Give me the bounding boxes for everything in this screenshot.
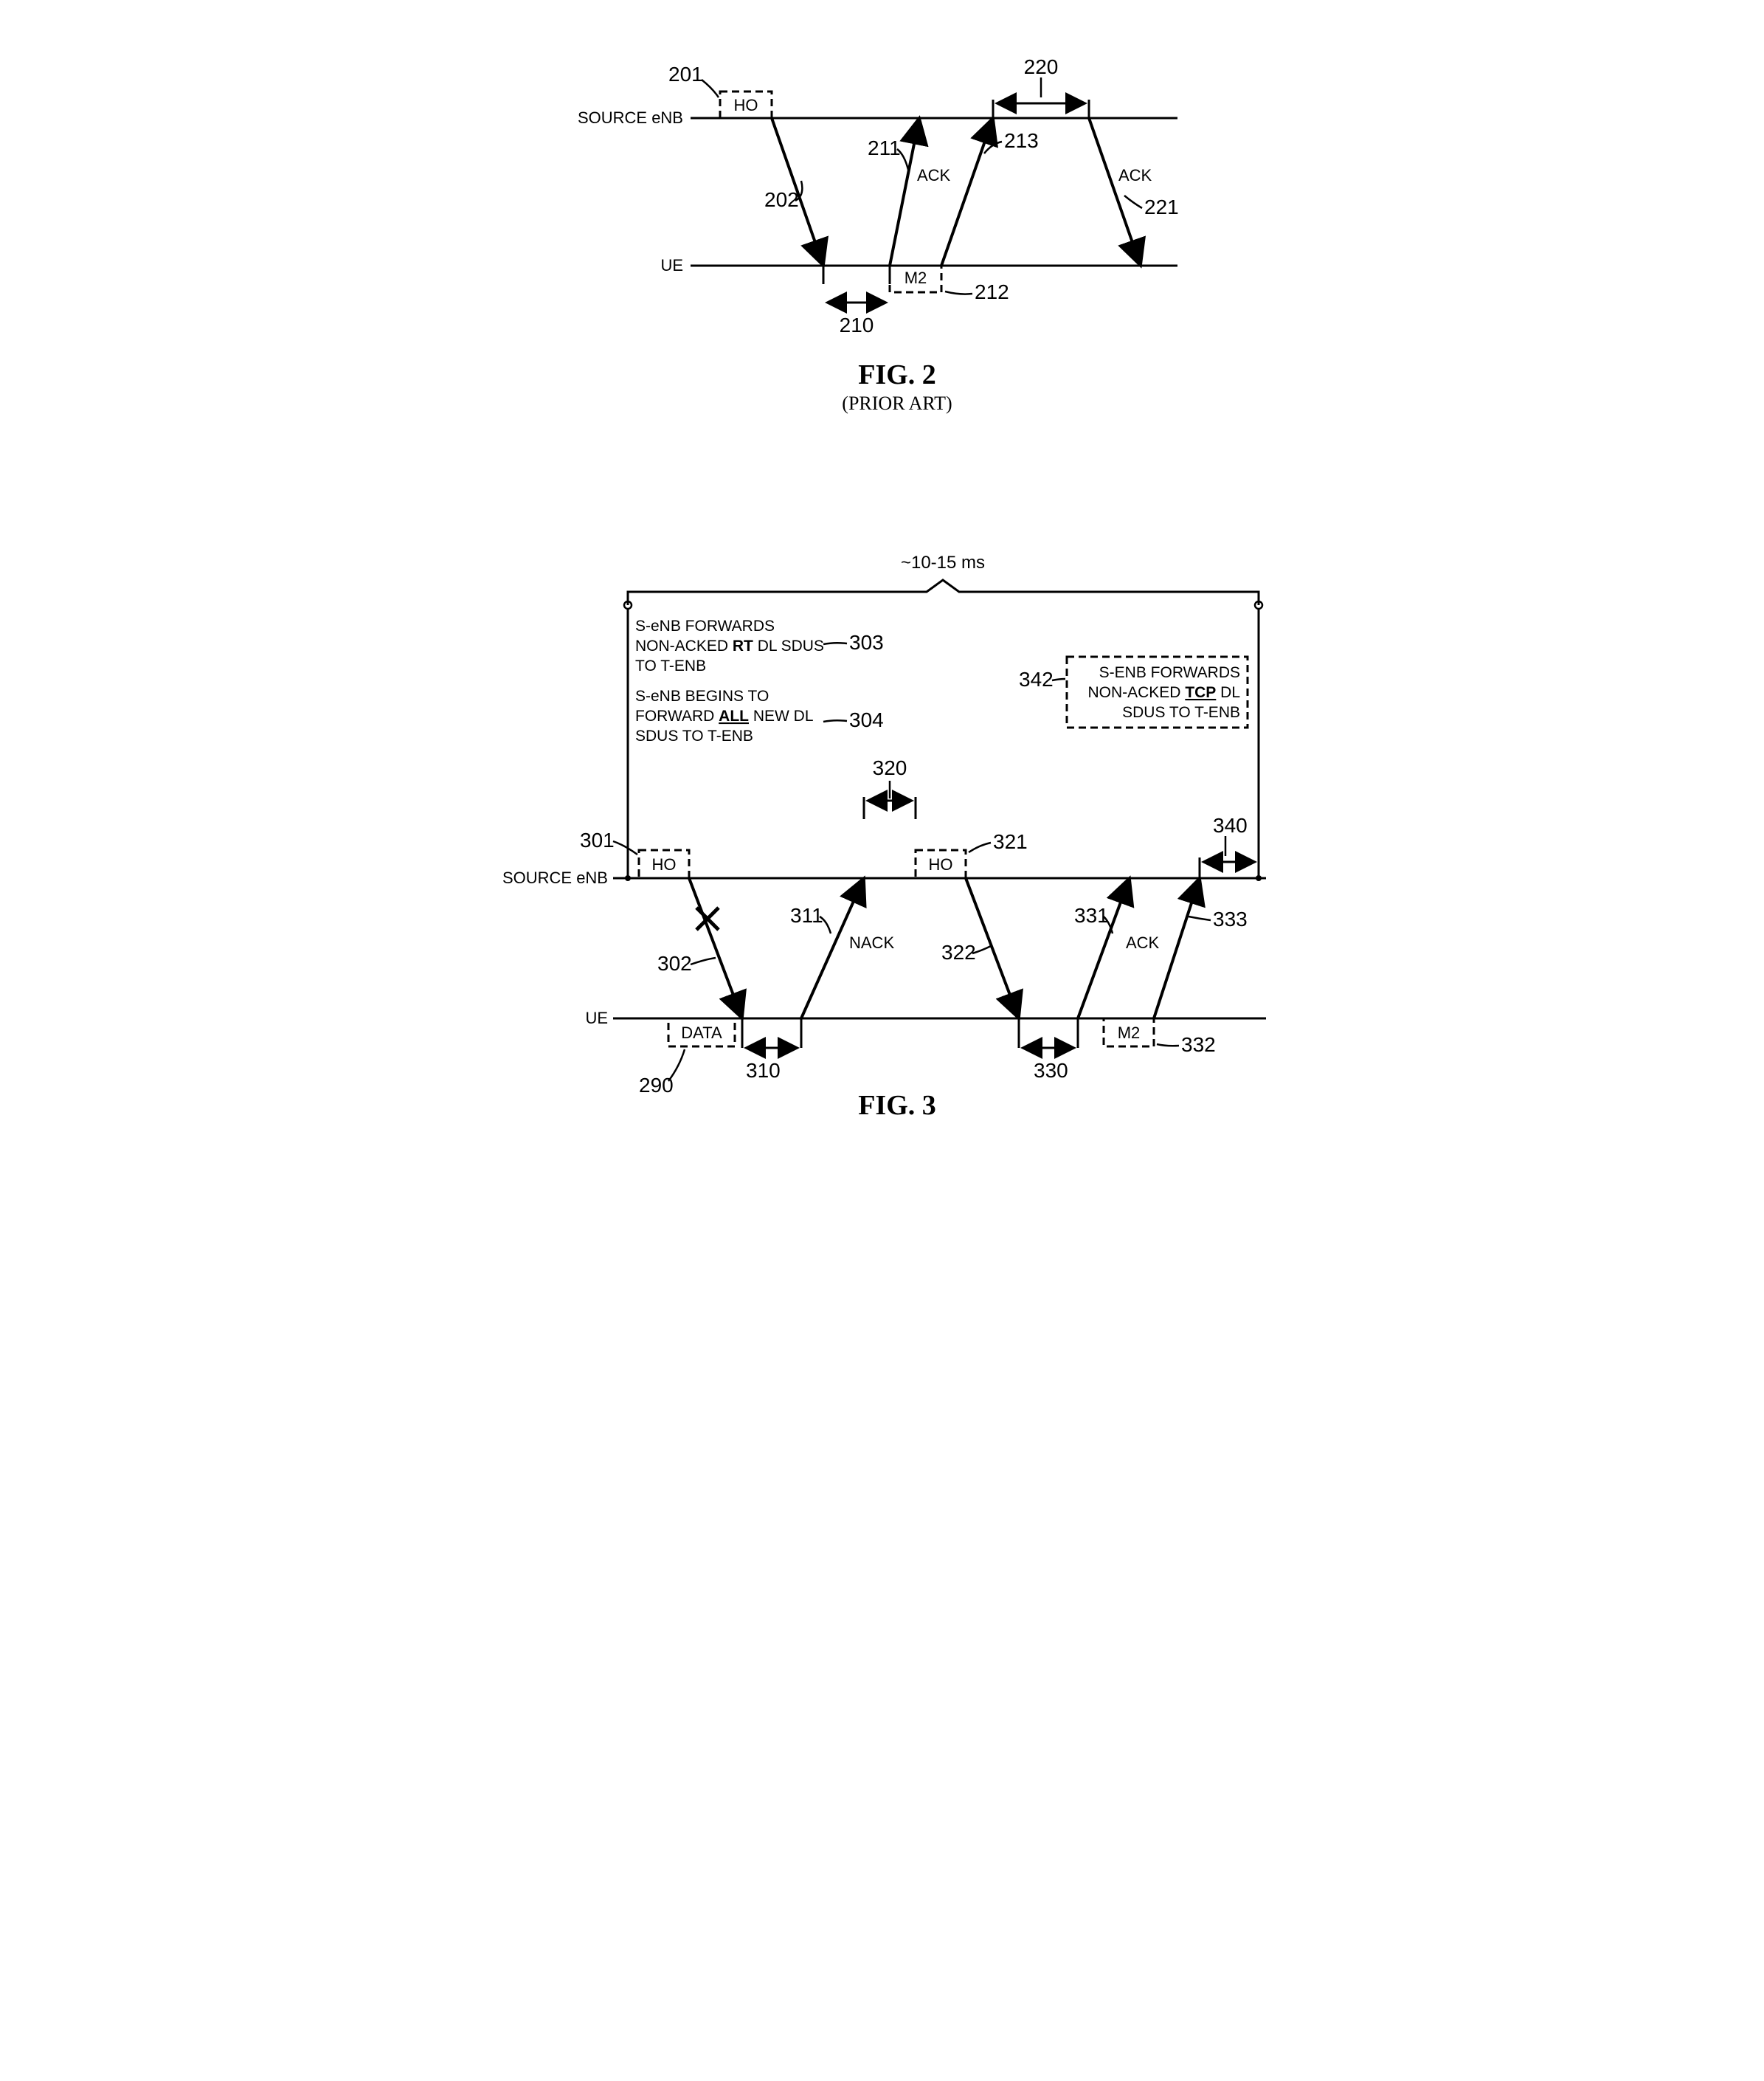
data-label: DATA	[681, 1024, 722, 1042]
ref-213-leader	[984, 142, 1002, 153]
ref-333-leader	[1189, 917, 1211, 920]
fig2-caption: FIG. 2	[858, 359, 936, 390]
nack-label: NACK	[849, 933, 894, 952]
fig2-subcaption: (PRIOR ART)	[842, 393, 952, 414]
ref-310: 310	[746, 1059, 781, 1082]
ref-321-leader	[969, 843, 991, 852]
arrow-221	[1089, 118, 1141, 266]
ref-220: 220	[1023, 55, 1058, 78]
ack-label3: ACK	[1126, 933, 1160, 952]
ref-302: 302	[657, 952, 692, 975]
figure-2: SOURCE eNB UE HO 201 202 210 M2 212 211 …	[550, 30, 1214, 443]
ue-label3: UE	[585, 1009, 608, 1027]
figure-3: ~10-15 ms S-eNB FORWARDS NON-ACKED RT DL…	[477, 531, 1288, 1136]
ref-322: 322	[941, 941, 976, 964]
source-enb-label3: SOURCE eNB	[502, 869, 607, 887]
ref-342-leader	[1052, 679, 1065, 680]
ho1-label: HO	[651, 855, 676, 874]
ref-321: 321	[993, 830, 1028, 853]
ref-212: 212	[975, 280, 1009, 303]
ref-221-leader	[1124, 196, 1142, 208]
note342-l3: SDUS TO T-ENB	[1122, 704, 1240, 721]
ref-303-leader	[823, 643, 847, 644]
ref-304-leader	[823, 720, 847, 722]
ref-331: 331	[1074, 904, 1109, 927]
m2-label: M2	[904, 269, 927, 287]
ref-320: 320	[872, 756, 907, 779]
note304-l3: SDUS TO T-ENB	[635, 728, 753, 745]
ref-212-leader	[945, 291, 972, 294]
ref-332: 332	[1181, 1033, 1216, 1056]
note303-l3: TO T-ENB	[635, 658, 706, 674]
timespan-label: ~10-15 ms	[900, 553, 984, 573]
ref-332-leader	[1157, 1044, 1179, 1046]
ref-211: 211	[868, 137, 901, 159]
ref-201-leader	[702, 80, 719, 97]
note303-l1: S-eNB FORWARDS	[635, 618, 775, 635]
ref-221: 221	[1144, 196, 1179, 218]
arrow-213	[941, 118, 993, 266]
note342-l2: NON-ACKED TCP DL	[1087, 684, 1240, 701]
ref-330: 330	[1034, 1059, 1068, 1082]
ref-302-leader	[691, 958, 716, 964]
ref-210: 210	[839, 314, 874, 337]
note342-l1: S-ENB FORWARDS	[1099, 664, 1239, 681]
arrow-302	[689, 878, 742, 1018]
ack2-label: ACK	[1118, 166, 1152, 184]
ref-303: 303	[849, 631, 884, 654]
ref-333: 333	[1213, 908, 1248, 931]
ref-290-leader	[668, 1049, 685, 1081]
fig3-caption: FIG. 3	[858, 1090, 936, 1121]
arrow-331	[1078, 878, 1130, 1018]
ref-290: 290	[639, 1074, 674, 1097]
bracket-path	[628, 580, 1259, 605]
note304-l2: FORWARD ALL NEW DL	[635, 708, 814, 725]
ref-340: 340	[1213, 814, 1248, 837]
ref-213: 213	[1004, 129, 1039, 152]
ref-342: 342	[1019, 668, 1054, 691]
ref-301-leader	[613, 841, 637, 855]
ho2-label: HO	[928, 855, 952, 874]
ref-202: 202	[764, 188, 799, 211]
fig3-svg: ~10-15 ms S-eNB FORWARDS NON-ACKED RT DL…	[477, 531, 1288, 1136]
ref-304: 304	[849, 708, 884, 731]
ref-311: 311	[790, 904, 823, 927]
ref-201: 201	[668, 63, 703, 86]
ho-label: HO	[733, 96, 758, 114]
m2-label3: M2	[1117, 1024, 1140, 1042]
fig2-svg: SOURCE eNB UE HO 201 202 210 M2 212 211 …	[550, 30, 1214, 443]
ue-label: UE	[660, 256, 683, 275]
source-enb-label: SOURCE eNB	[577, 108, 682, 127]
arrow-333	[1154, 878, 1200, 1018]
note303-l2: NON-ACKED RT DL SDUS	[635, 638, 824, 655]
ack1-label: ACK	[917, 166, 951, 184]
note304-l1: S-eNB BEGINS TO	[635, 688, 769, 705]
ref-301: 301	[580, 829, 615, 852]
